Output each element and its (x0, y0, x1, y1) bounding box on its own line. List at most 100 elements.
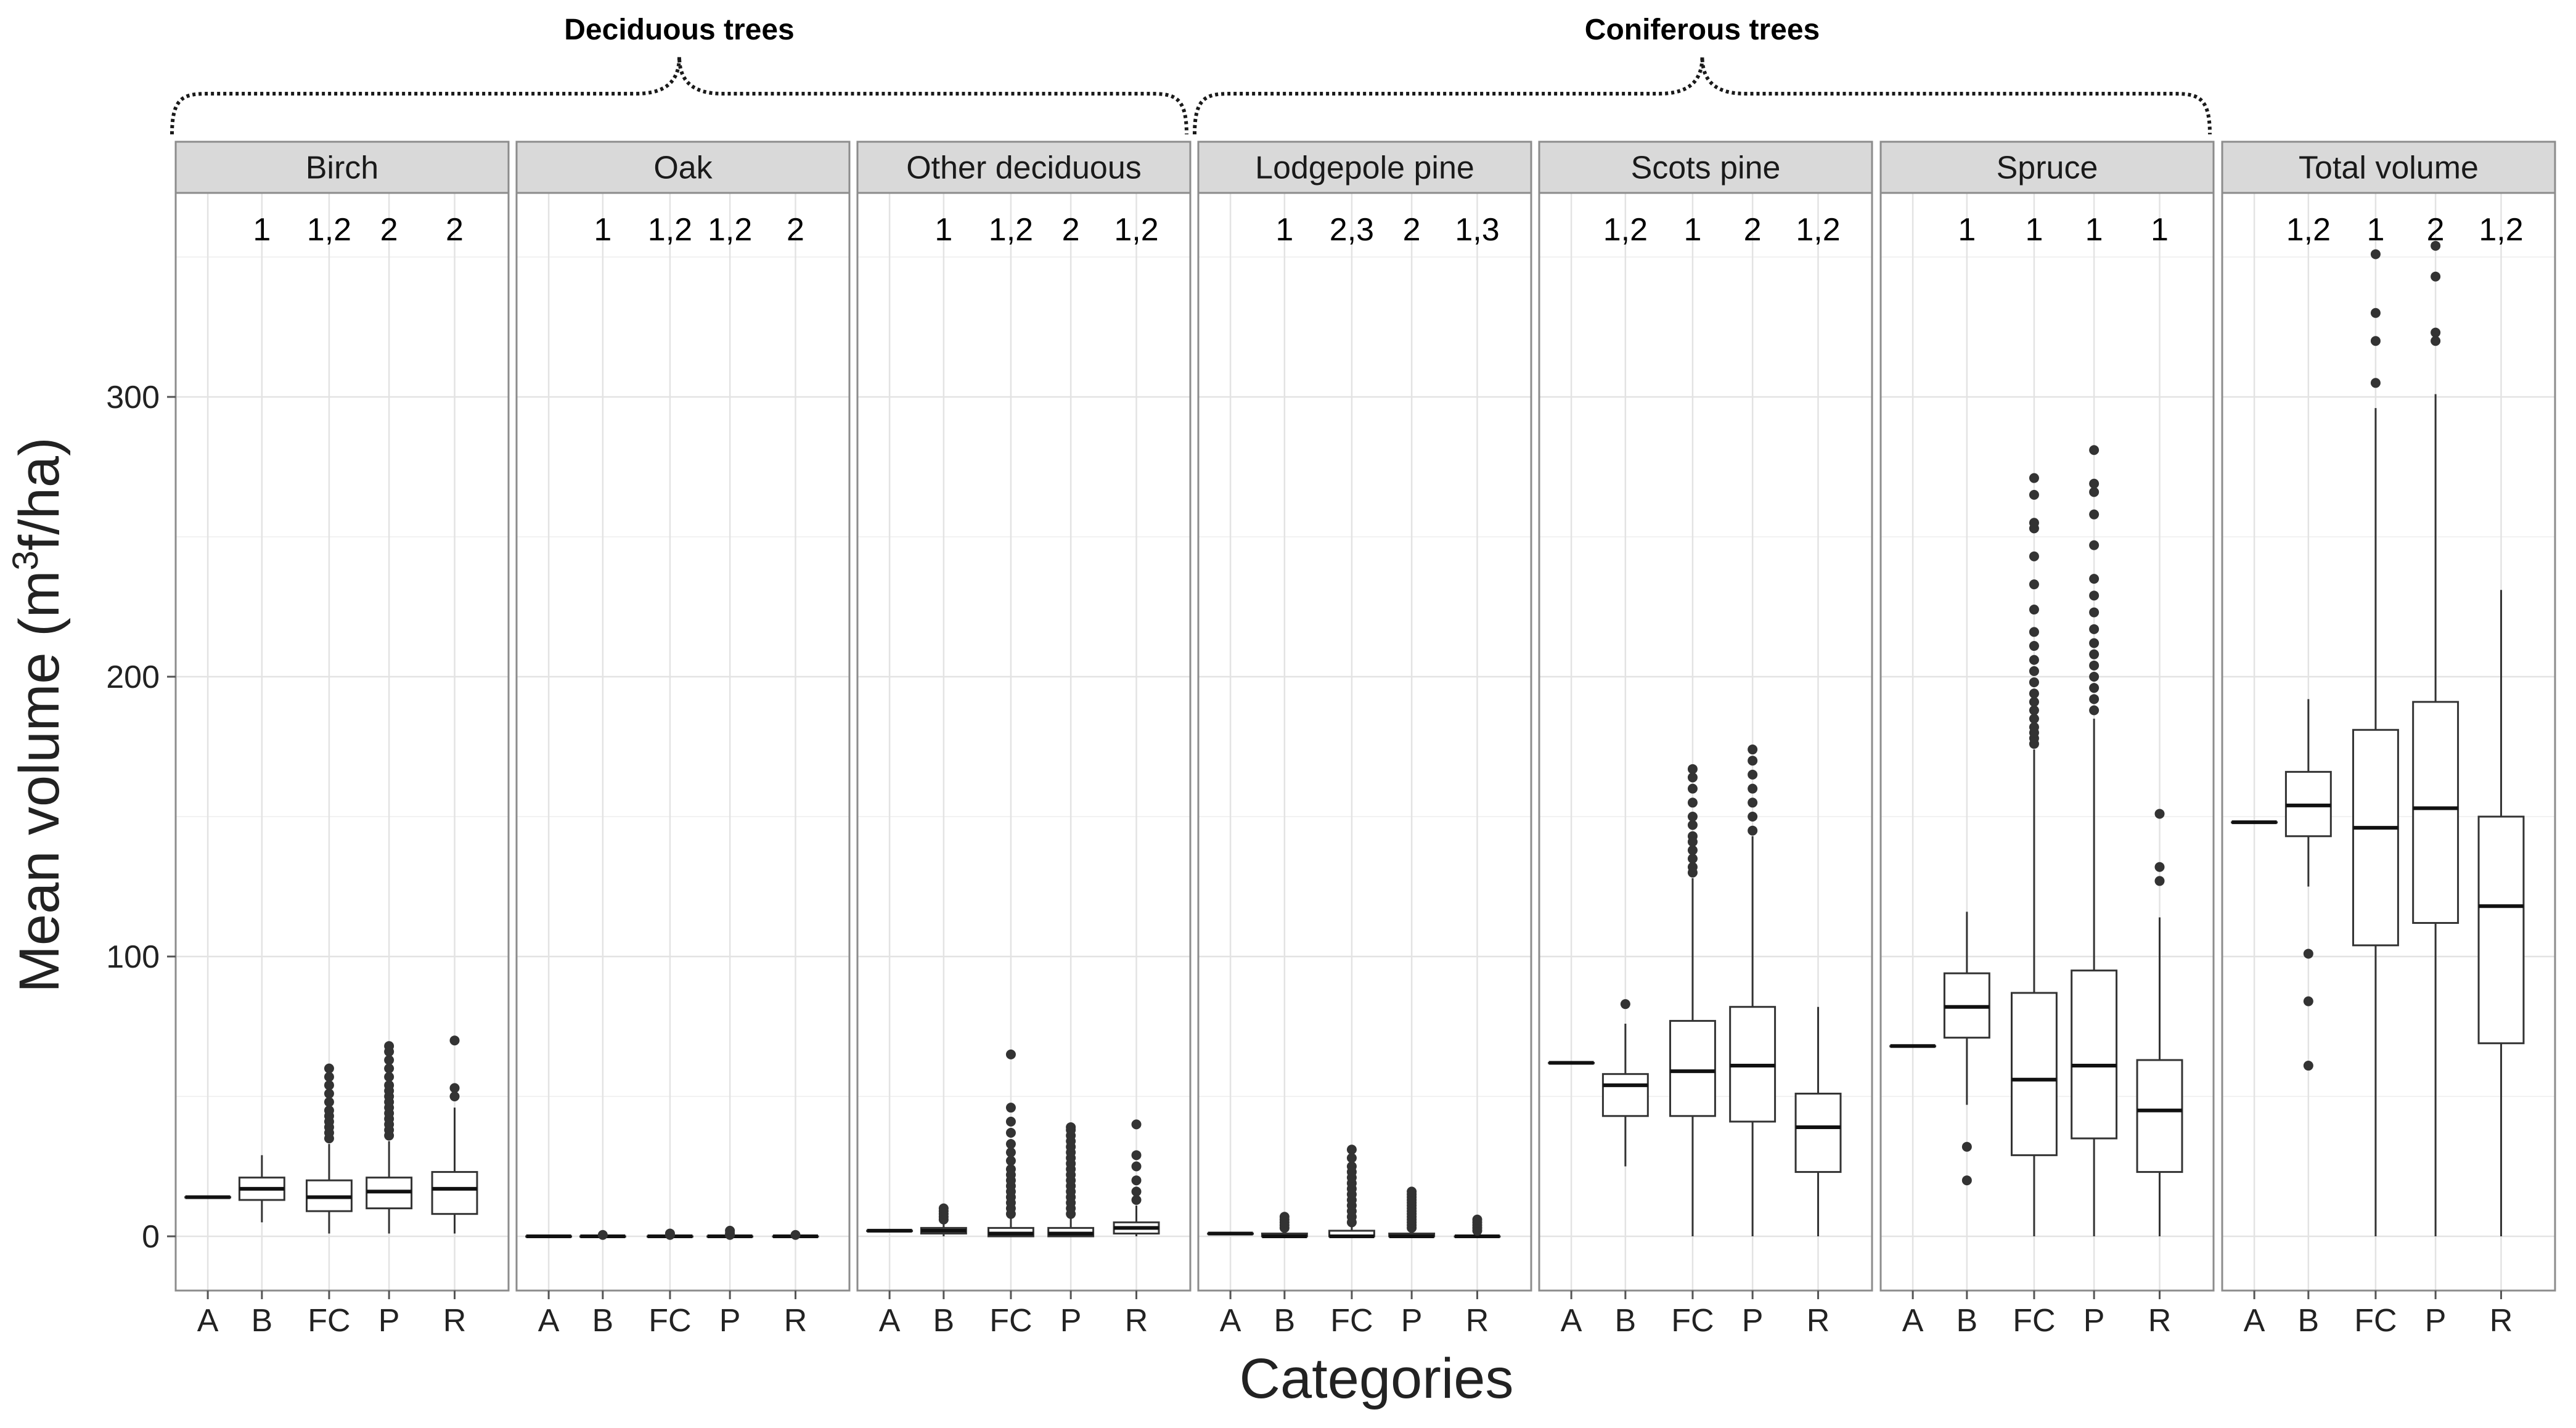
outlier-point (2089, 574, 2100, 584)
outlier-point (2029, 627, 2039, 637)
x-tick-label: FC (1330, 1303, 1373, 1339)
outlier-point (2303, 1061, 2313, 1071)
outlier-point (2303, 996, 2313, 1006)
iqr-box (1601, 1073, 1649, 1117)
box-P (1729, 745, 1777, 1236)
box-R (431, 1035, 478, 1234)
x-tick-label: R (443, 1303, 467, 1339)
box-plots: 1 1,2 2 2 1 1,2 1,2 2 1 1,2 2 1,2 1 2,3 2 1,3 1,2 1 2 1,2 1 1… (184, 212, 2525, 1240)
x-tick-label: FC (2354, 1303, 2397, 1339)
outlier-point (2029, 722, 2039, 732)
significance-label: 1 (934, 212, 952, 248)
outlier-point (2089, 607, 2100, 618)
outlier-point (1407, 1186, 1417, 1197)
outlier-point (2029, 489, 2039, 500)
strip-background (1879, 141, 2215, 194)
outlier-point (2089, 445, 2100, 455)
x-tick-label: B (1615, 1303, 1637, 1339)
x-axis-title: Categories (1240, 1347, 1514, 1410)
outlier-point (449, 1091, 460, 1101)
outlier-point (2029, 579, 2039, 590)
y-axis-title: Mean volume (m3f/ha) (6, 437, 71, 992)
x-tick-label: R (2148, 1303, 2172, 1339)
outlier-point (1005, 1139, 1016, 1149)
outlier-point (2089, 638, 2100, 648)
significance-label: 1 (2085, 212, 2103, 248)
significance-label: 2 (1403, 212, 1421, 248)
x-tick-label: P (1060, 1303, 1082, 1339)
significance-label: 1,2 (2479, 212, 2523, 248)
box-P (366, 1041, 413, 1234)
outlier-point (1131, 1194, 1142, 1205)
outlier-point (1687, 798, 1698, 808)
x-tick-label: FC (648, 1303, 691, 1339)
strip-background (856, 141, 1192, 194)
x-tick-label: P (2083, 1303, 2105, 1339)
group-label: Coniferous trees (1585, 14, 1820, 46)
outlier-point (1687, 772, 1698, 783)
outlier-point (1005, 1103, 1016, 1113)
outlier-point (2431, 327, 2441, 338)
outlier-point (2154, 809, 2165, 819)
outlier-point (1005, 1164, 1016, 1175)
box-P (706, 1225, 754, 1240)
box-P (2412, 240, 2459, 1236)
significance-label: 2 (2427, 212, 2445, 248)
outlier-point (1687, 854, 1698, 864)
outlier-point (384, 1055, 395, 1065)
outlier-point (2089, 705, 2100, 716)
x-tick-label: B (2298, 1303, 2320, 1339)
panel-title: Birch (306, 150, 378, 186)
outlier-point (2029, 677, 2039, 688)
box-FC (2010, 473, 2058, 1236)
x-tick-label: A (1902, 1303, 1924, 1339)
x-tick-label: P (1401, 1303, 1423, 1339)
box-B (1943, 912, 1990, 1186)
panel-title: Other deciduous (906, 150, 1142, 186)
significance-label: 2,3 (1330, 212, 1374, 248)
outlier-point (2029, 666, 2039, 676)
panel-backgrounds (176, 193, 2555, 1291)
outlier-point (2029, 641, 2039, 651)
panel-title: Lodgepole pine (1255, 150, 1474, 186)
outlier-point (2089, 509, 2100, 520)
outlier-point (1748, 783, 1758, 794)
outlier-point (324, 1080, 334, 1090)
outlier-point (790, 1230, 801, 1240)
outlier-point (1687, 820, 1698, 830)
panel-background (517, 193, 849, 1291)
box-FC (1669, 764, 1716, 1236)
box-A (525, 1234, 573, 1238)
outlier-point (2370, 249, 2381, 259)
box-R (1794, 1006, 1842, 1236)
x-tick-label: P (1742, 1303, 1764, 1339)
significance-label: 1,2 (989, 212, 1033, 248)
significance-label: 1 (1275, 212, 1293, 248)
outlier-point (2029, 605, 2039, 615)
outlier-point (1961, 1175, 1972, 1186)
x-tick-label: B (592, 1303, 614, 1339)
box-R (1113, 1119, 1160, 1236)
strip-background (1538, 141, 1873, 194)
outlier-point (1131, 1175, 1142, 1186)
x-tick-label: P (719, 1303, 741, 1339)
strip-background (515, 141, 851, 194)
significance-label: 1,2 (648, 212, 692, 248)
outlier-point (1620, 999, 1630, 1010)
outlier-point (2370, 308, 2381, 318)
significance-label: 1,3 (1455, 212, 1499, 248)
outlier-point (324, 1097, 334, 1108)
box-FC (1328, 1144, 1375, 1238)
iqr-box (431, 1171, 478, 1215)
facet-strips: Birch Oak Other deciduous Lodgepole pine Sco… (174, 141, 2556, 194)
x-tick-label: R (1466, 1303, 1489, 1339)
outlier-point (384, 1072, 395, 1082)
outlier-point (1687, 845, 1698, 855)
x-tick-label: B (1957, 1303, 1978, 1339)
significance-label: 2 (787, 212, 804, 248)
outlier-point (2154, 876, 2165, 886)
outlier-point (324, 1063, 334, 1074)
box-B (1601, 999, 1649, 1167)
outlier-point (1687, 862, 1698, 872)
